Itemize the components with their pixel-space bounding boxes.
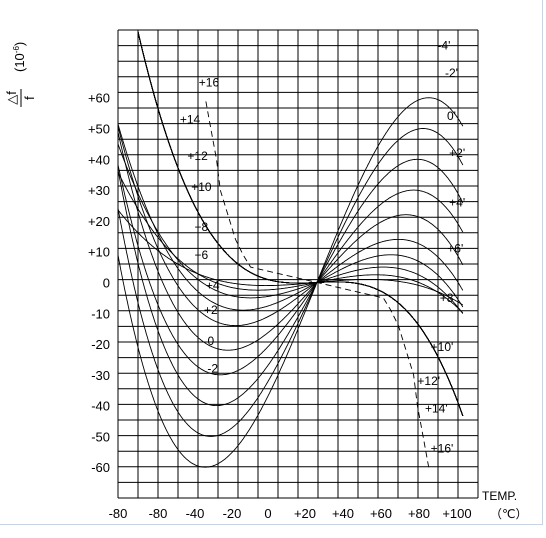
frequency-curve [137, 31, 464, 417]
frequency-curve [117, 97, 464, 468]
curve-label: +16' [431, 442, 454, 456]
x-tick-label: 0 [264, 506, 271, 521]
curve-label: +12 [187, 149, 208, 163]
y-tick-group: +60 +50 +40 +30 +20 +10 0 -10 -20 -30 -40 -50 -60 [88, 91, 110, 475]
x-tick-label: -80 [109, 506, 128, 521]
turnover-locus-line [204, 97, 430, 468]
x-tick-label: -20 [223, 506, 242, 521]
curve-label: +2 [204, 303, 218, 317]
curve-label: -2' [445, 66, 458, 80]
frequency-curve [137, 31, 464, 417]
x-tick-label: -80 [149, 506, 168, 521]
curve-label: +12' [417, 374, 440, 388]
x-axis-label: TEMP. [482, 489, 517, 503]
x-tick-label: +60 [370, 506, 392, 521]
frequency-curve [137, 31, 464, 417]
curve-label: +8' [440, 291, 456, 305]
x-axis-unit: （℃） [490, 507, 527, 521]
y-tick-label: +60 [88, 91, 110, 106]
curve-label: +14' [425, 402, 448, 416]
frequency-curve [117, 126, 464, 327]
curve-label: +6 [195, 248, 209, 262]
y-tick-label: +20 [88, 214, 110, 229]
y-label-denominator: f [22, 96, 37, 100]
frequency-curve [117, 164, 464, 376]
frequency-curve [117, 209, 464, 306]
y-tick-label: -20 [91, 337, 110, 352]
y-tick-label: 0 [103, 275, 110, 290]
frequency-curve [117, 131, 464, 351]
frequency-curve [137, 31, 464, 417]
frequency-curve [137, 31, 464, 417]
curve-label: +10 [191, 180, 212, 194]
x-tick-label: +40 [332, 506, 354, 521]
curve-label-group: +16 +14 +12 +10 +8 +6 +4 +2 0 -2 -4' -2' 0' +2' +4' +6'… [180, 38, 465, 455]
y-tick-label: -60 [91, 460, 110, 475]
curve-label: -2 [207, 362, 218, 376]
frequency-curve [137, 31, 464, 417]
x-tick-label: +20 [294, 506, 316, 521]
y-tick-label: +40 [88, 152, 110, 167]
curve-label: +4' [449, 195, 465, 209]
frequency-curve [137, 31, 464, 417]
y-tick-label: -40 [91, 399, 110, 414]
curve-label: -4' [437, 38, 450, 52]
y-label-numerator: △f [4, 91, 19, 105]
frequency-curve [117, 171, 464, 314]
curve-label: +2' [449, 146, 465, 160]
y-tick-label: +50 [88, 122, 110, 137]
y-tick-label: -50 [91, 429, 110, 444]
frequency-curve [137, 31, 464, 417]
x-tick-group: -80 -80 -40 -20 0 +20 +40 +60 +80 +100 [109, 506, 472, 521]
chart-grid [117, 29, 479, 499]
frequency-curve [137, 31, 464, 417]
frequency-curve [117, 158, 464, 407]
curve-label: +4 [206, 279, 220, 293]
frequency-curve [137, 31, 464, 417]
curve-label: +14 [180, 112, 201, 126]
curve-label: 0 [207, 334, 214, 348]
y-label-unit: (10-6) [12, 42, 27, 72]
y-axis-label: △f f (10-6) [4, 42, 37, 107]
frequency-curve [137, 31, 464, 417]
curve-group [117, 31, 464, 468]
y-tick-label: +30 [88, 183, 110, 198]
x-tick-label: +100 [442, 506, 471, 521]
y-tick-label: -30 [91, 368, 110, 383]
curve-label: +10' [431, 340, 454, 354]
curve-label: +16 [199, 75, 220, 89]
frequency-curve [117, 128, 464, 437]
chart-frame [0, 0, 543, 525]
turnover-locus [204, 97, 430, 468]
curve-label: 0' [447, 109, 456, 123]
curve-label: +8 [195, 220, 209, 234]
frequency-curve [117, 143, 464, 314]
curve-label: +6' [447, 242, 463, 256]
y-tick-label: -10 [91, 306, 110, 321]
y-tick-label: +10 [88, 245, 110, 260]
x-tick-label: +80 [408, 506, 430, 521]
frequency-curve [117, 123, 464, 311]
x-tick-label: -40 [186, 506, 205, 521]
